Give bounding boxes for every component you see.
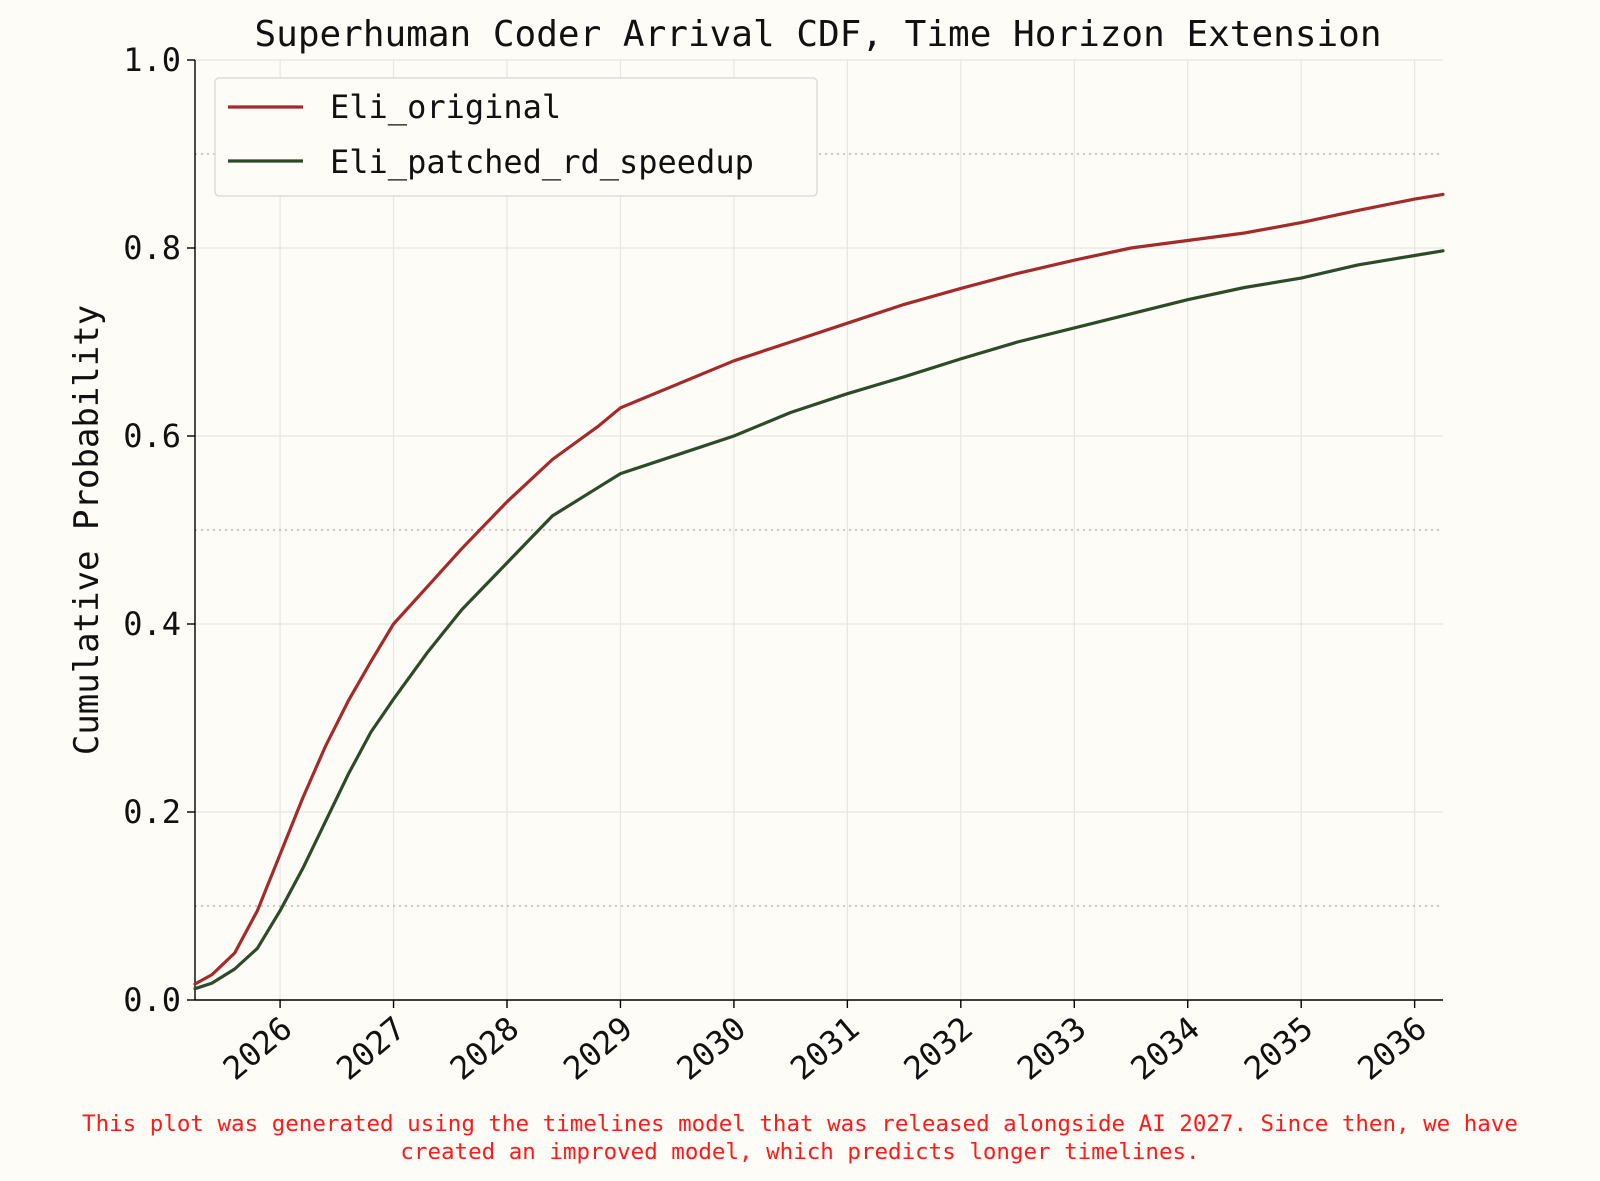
reference-lines bbox=[195, 153, 1443, 907]
y-tick-label: 0.0 bbox=[123, 981, 181, 1019]
y-axis-label: Cumulative Probability bbox=[67, 305, 107, 755]
legend-label-eli-patched: Eli_patched_rd_speedup bbox=[330, 143, 754, 181]
gridlines bbox=[195, 59, 1443, 1001]
legend: Eli_original Eli_patched_rd_speedup bbox=[214, 77, 818, 197]
footnote-line-1: This plot was generated using the timeli… bbox=[82, 1111, 1518, 1137]
footnote: This plot was generated using the timeli… bbox=[0, 1110, 1600, 1166]
y-tick-label: 0.8 bbox=[123, 229, 181, 267]
y-tick-label: 0.6 bbox=[123, 417, 181, 455]
y-ticks: 0.0 0.2 0.4 0.6 0.8 1.0 bbox=[123, 41, 195, 1019]
y-tick-label: 0.2 bbox=[123, 793, 181, 831]
y-tick-label: 0.4 bbox=[123, 605, 181, 643]
legend-label-eli-original: Eli_original bbox=[330, 88, 561, 126]
y-tick-label: 1.0 bbox=[123, 41, 181, 79]
legend-box bbox=[214, 77, 818, 197]
axes bbox=[194, 60, 1443, 1001]
series-line-eli-original bbox=[193, 192, 1445, 986]
series-lines bbox=[193, 192, 1445, 991]
footnote-line-2: created an improved model, which predict… bbox=[400, 1139, 1200, 1165]
chart-title: Superhuman Coder Arrival CDF, Time Horiz… bbox=[254, 14, 1381, 55]
series-line-eli-patched-rd-speedup bbox=[193, 249, 1445, 991]
